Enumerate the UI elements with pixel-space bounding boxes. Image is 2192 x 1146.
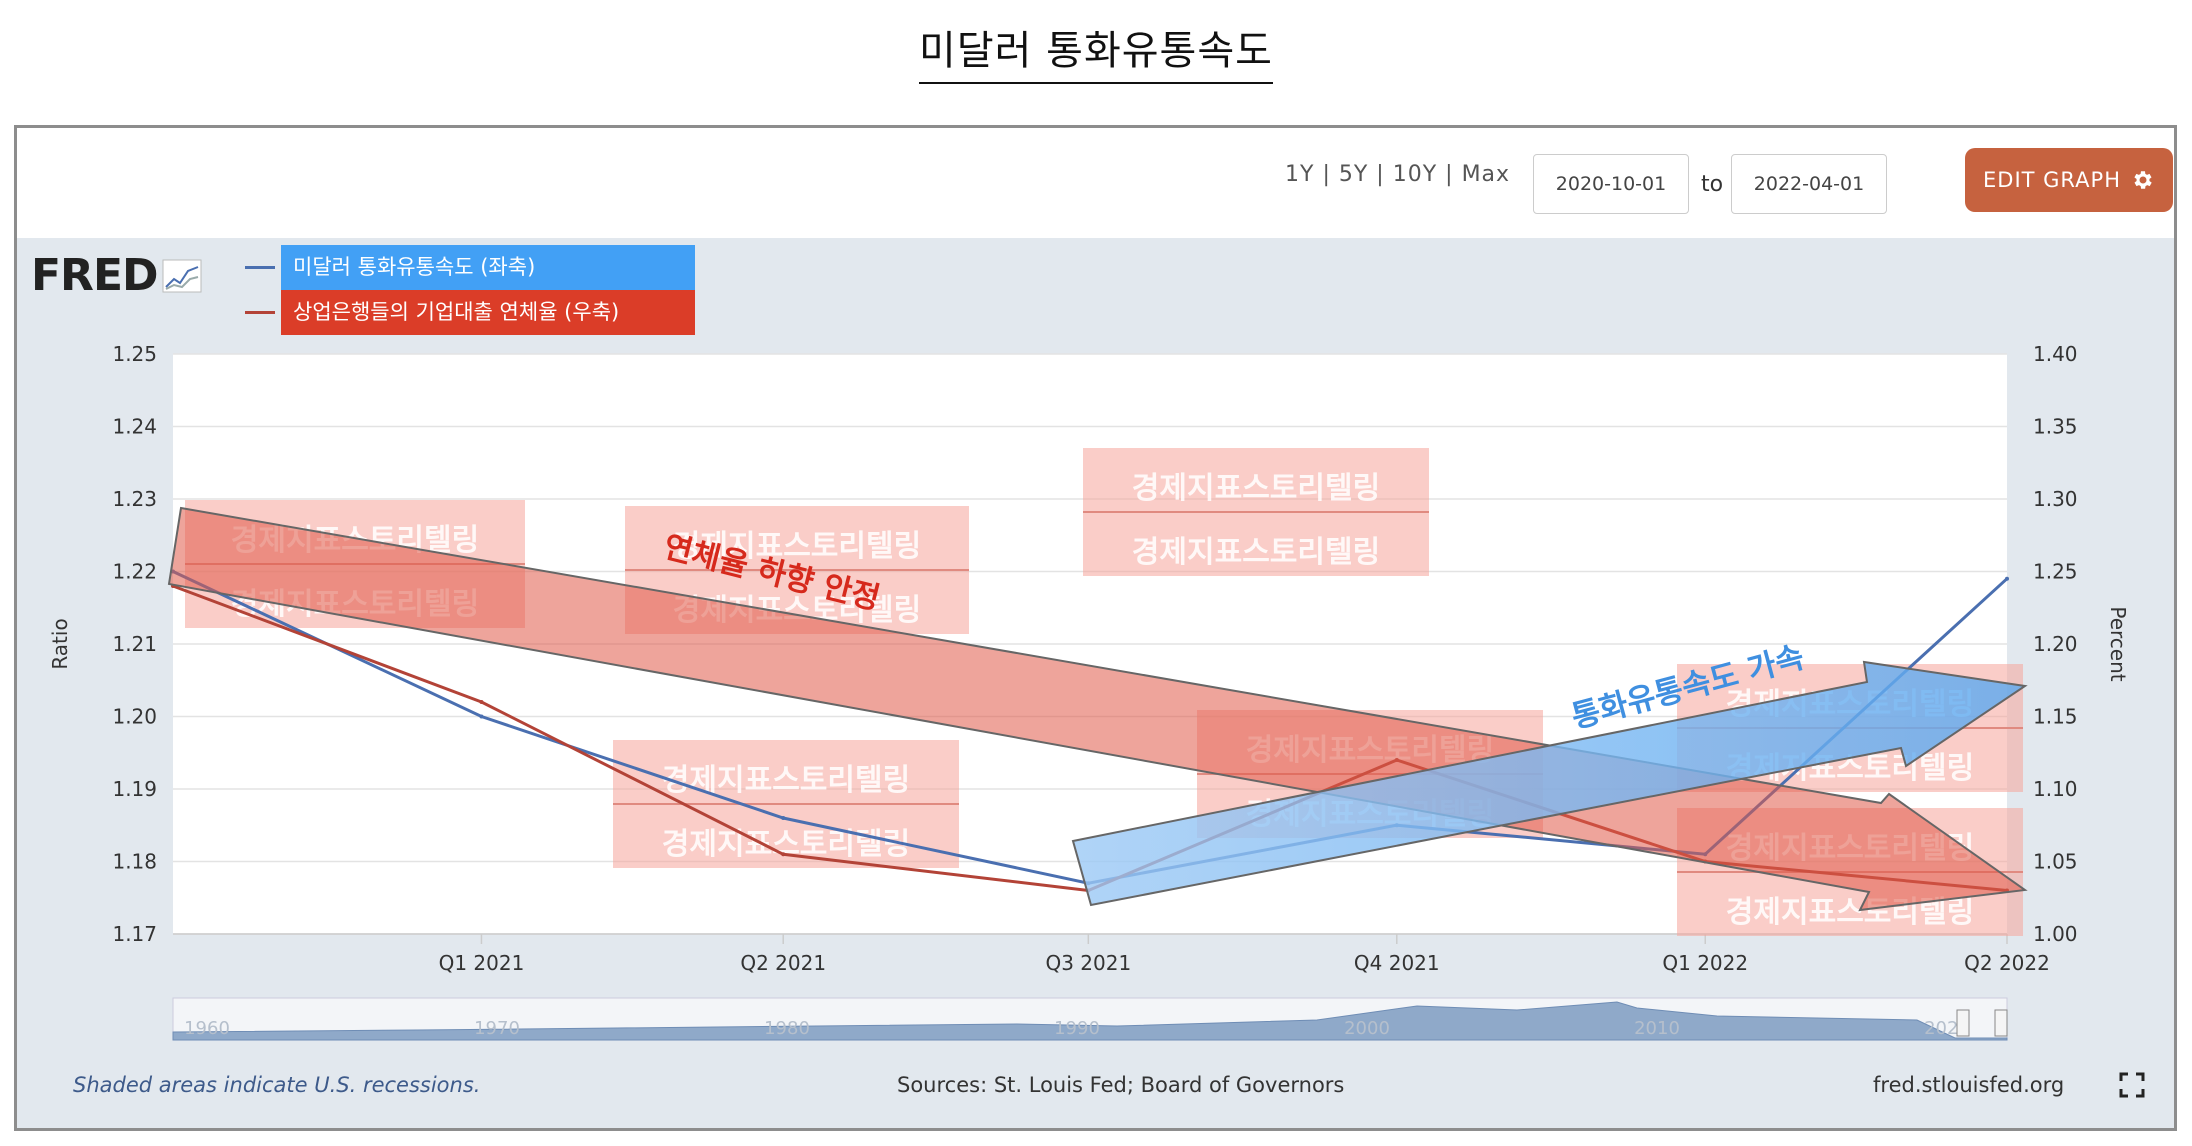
data-point	[479, 700, 484, 704]
fred-logo-text: FRED	[31, 250, 159, 301]
sources-text: Sources: St. Louis Fed; Board of Governo…	[897, 1073, 1345, 1097]
y-right-tick-label: 1.15	[2033, 705, 2078, 729]
y-right-tick-label: 1.30	[2033, 487, 2078, 511]
y-axis-right-label: Percent	[2106, 606, 2130, 681]
recession-note: Shaded areas indicate U.S. recessions.	[73, 1073, 481, 1097]
chart-svg: 1.25 1.24 1.23 1.22 1.21 1.20 1.19 1.18 1.17 1.4…	[48, 342, 2130, 1041]
y-right-tick-label: 1.10	[2033, 777, 2078, 801]
y-left-tick-label: 1.25	[112, 342, 157, 366]
fred-graph-frame: 1Y | 5Y | 10Y | Max to EDIT GRAPH FRED	[14, 125, 2177, 1131]
fullscreen-icon[interactable]	[2119, 1072, 2145, 1098]
y-left-tick-label: 1.21	[112, 632, 157, 656]
watermark-text: 경제지표스토리텔링	[1132, 471, 1380, 506]
navigator-year-label: 1980	[764, 1018, 810, 1039]
line-chart-icon	[162, 259, 202, 292]
graph-toolbar: 1Y | 5Y | 10Y | Max to EDIT GRAPH	[17, 128, 2174, 238]
navigator-year-label: 1990	[1054, 1018, 1100, 1039]
y-axis-left-label: Ratio	[48, 618, 72, 669]
y-left-tick-label: 1.23	[112, 487, 157, 511]
date-range-shortcuts: 1Y | 5Y | 10Y | Max	[1285, 162, 1510, 187]
legend-label: 미달러 통화유통속도 (좌축)	[281, 245, 695, 290]
y-left-tick-label: 1.18	[112, 850, 157, 874]
y-right-tick-label: 1.25	[2033, 560, 2078, 584]
range-separator: |	[1376, 162, 1385, 187]
end-date-input[interactable]	[1731, 154, 1887, 214]
x-tick-label: Q3 2021	[1045, 951, 1131, 975]
legend-swatch	[245, 311, 275, 314]
watermark-text: 경제지표스토리텔링	[662, 827, 910, 862]
data-point	[479, 714, 484, 719]
legend-swatch	[245, 266, 275, 269]
x-tick-label: Q1 2021	[439, 951, 525, 975]
data-point	[2005, 576, 2009, 581]
blue-trend-arrow	[1071, 660, 2028, 907]
y-right-tick-label: 1.40	[2033, 342, 2078, 366]
range-10y[interactable]: 10Y	[1392, 162, 1438, 187]
to-label: to	[1701, 172, 1724, 197]
legend-label: 상업은행들의 기업대출 연체율 (우축)	[281, 290, 695, 335]
x-tick-label: Q1 2022	[1662, 951, 1748, 975]
x-tick-label: Q2 2022	[1964, 951, 2050, 975]
range-separator: |	[1322, 162, 1331, 187]
start-date-input[interactable]	[1533, 154, 1689, 214]
y-left-tick-label: 1.24	[112, 415, 157, 439]
range-1y[interactable]: 1Y	[1285, 162, 1315, 187]
y-left-tick-label: 1.19	[112, 777, 157, 801]
y-right-tick-label: 1.35	[2033, 415, 2078, 439]
y-left-tick-label: 1.17	[112, 922, 157, 946]
navigator-handle-right[interactable]	[1994, 1009, 2008, 1037]
navigator-year-label: 2010	[1634, 1018, 1680, 1039]
chart-legend: 미달러 통화유통속도 (좌축) 상업은행들의 기업대출 연체율 (우축)	[245, 245, 695, 335]
navigator-area	[172, 1001, 2008, 1041]
legend-item[interactable]: 미달러 통화유통속도 (좌축)	[245, 245, 695, 290]
y-left-tick-label: 1.22	[112, 560, 157, 584]
legend-item[interactable]: 상업은행들의 기업대출 연체율 (우축)	[245, 290, 695, 335]
navigator-handle-left[interactable]	[1956, 1009, 1970, 1037]
x-tick-label: Q2 2021	[740, 951, 826, 975]
y-left-tick-label: 1.20	[112, 705, 157, 729]
data-point	[781, 816, 786, 820]
navigator-year-label: 1970	[474, 1018, 520, 1039]
watermark-text: 경제지표스토리텔링	[1132, 535, 1380, 570]
range-5y[interactable]: 5Y	[1338, 162, 1369, 187]
page-title-text: 미달러 통화유통속도	[919, 18, 1273, 84]
site-link[interactable]: fred.stlouisfed.org	[1873, 1073, 2065, 1097]
navigator-year-label: 1960	[184, 1018, 230, 1039]
navigator-year-label: 2000	[1344, 1018, 1390, 1039]
edit-graph-button[interactable]: EDIT GRAPH	[1965, 148, 2173, 212]
x-tick-label: Q4 2021	[1354, 951, 1440, 975]
y-right-tick-label: 1.00	[2033, 922, 2078, 946]
y-right-tick-label: 1.05	[2033, 850, 2078, 874]
page-title: 미달러 통화유통속도	[0, 18, 2192, 84]
fred-logo: FRED	[31, 250, 202, 301]
range-max[interactable]: Max	[1461, 162, 1511, 187]
watermark-text: 경제지표스토리텔링	[662, 763, 910, 798]
graph-area: FRED 미달러 통화유통속도 (좌축) 상업은행들의 기업대출 연체율 (우축…	[17, 238, 2174, 1128]
edit-graph-label: EDIT GRAPH	[1983, 168, 2121, 192]
gear-icon	[2134, 171, 2152, 189]
watermark-text: 경제지표스토리텔링	[673, 529, 921, 564]
data-point	[781, 852, 786, 857]
range-separator: |	[1445, 162, 1454, 187]
y-right-tick-label: 1.20	[2033, 632, 2078, 656]
